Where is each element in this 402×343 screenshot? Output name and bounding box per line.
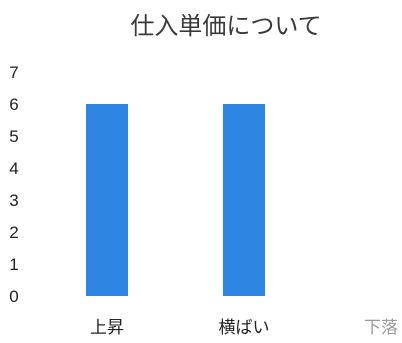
- y-tick-label: 1: [9, 255, 18, 274]
- bar: [86, 104, 128, 296]
- y-tick-label: 2: [9, 223, 18, 242]
- y-tick-label: 3: [9, 191, 18, 210]
- y-tick-label: 4: [9, 159, 18, 178]
- y-tick-label: 7: [9, 63, 18, 82]
- y-tick-label: 0: [9, 287, 18, 306]
- x-tick-label: 横ばい: [219, 318, 270, 338]
- y-tick-label: 6: [9, 95, 18, 114]
- bars: [86, 104, 265, 296]
- x-tick-label: 上昇: [90, 318, 124, 338]
- chart-title: 仕入単価について: [130, 12, 321, 40]
- bar: [223, 104, 265, 296]
- y-tick-label: 5: [9, 127, 18, 146]
- x-tick-label: 下落: [364, 318, 398, 338]
- x-axis-ticks: 上昇 横ばい 下落: [90, 318, 398, 338]
- y-axis-ticks: 0 1 2 3 4 5 6 7: [9, 63, 18, 306]
